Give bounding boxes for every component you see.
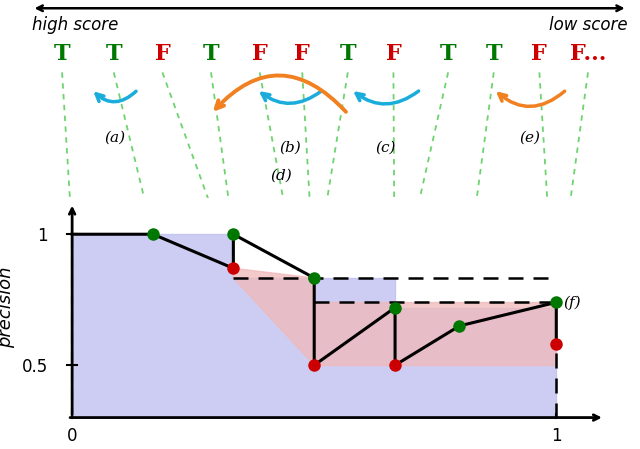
Polygon shape (72, 234, 556, 418)
Text: (a): (a) (104, 131, 125, 145)
Text: F: F (294, 43, 310, 65)
FancyArrowPatch shape (499, 91, 564, 106)
Text: (c): (c) (375, 141, 396, 154)
Text: F: F (252, 43, 268, 65)
FancyArrowPatch shape (216, 75, 346, 112)
Text: T: T (486, 43, 502, 65)
Text: high score: high score (32, 16, 118, 34)
Text: (d): (d) (270, 169, 292, 183)
Text: F: F (385, 43, 401, 65)
Text: F...: F... (570, 43, 606, 65)
Text: low score: low score (549, 16, 627, 34)
Text: T: T (203, 43, 220, 65)
Text: T: T (54, 43, 70, 65)
Polygon shape (234, 268, 314, 365)
Text: (f): (f) (564, 295, 581, 309)
Y-axis label: precision: precision (0, 267, 15, 348)
Text: (b): (b) (279, 141, 301, 154)
FancyArrowPatch shape (262, 91, 321, 103)
Text: T: T (106, 43, 122, 65)
Polygon shape (314, 302, 395, 365)
Text: T: T (340, 43, 356, 65)
Text: (e): (e) (520, 131, 541, 145)
Text: F: F (154, 43, 170, 65)
FancyArrowPatch shape (96, 91, 136, 102)
Text: T: T (440, 43, 456, 65)
Text: F: F (531, 43, 547, 65)
Polygon shape (395, 302, 556, 365)
FancyArrowPatch shape (356, 91, 419, 104)
